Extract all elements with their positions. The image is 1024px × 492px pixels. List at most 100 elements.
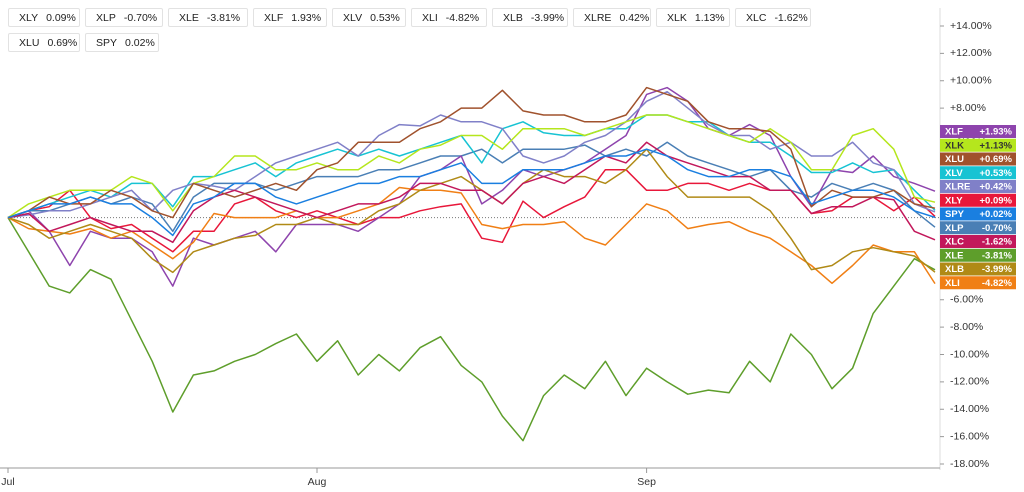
legend-item[interactable]: XLK 1.13% (656, 8, 730, 27)
legend-name: XLE (179, 11, 199, 24)
end-label-box (940, 125, 1016, 138)
series-line (7, 86, 936, 219)
series-line (7, 114, 936, 219)
y-tick-label: -6.00% (950, 294, 983, 306)
end-label: XLV +0.53% (940, 166, 1016, 180)
x-tick-label: Aug (308, 476, 327, 488)
x-tick-label: Sep (637, 476, 656, 488)
end-label-value: -1.62% (982, 237, 1013, 248)
legend-value: -4.82% (445, 11, 480, 24)
legend-value: 0.53% (370, 11, 400, 24)
legend-item[interactable]: XLV 0.53% (332, 8, 406, 27)
end-label-box (940, 221, 1016, 235)
legend-value: 0.42% (619, 11, 650, 24)
series-line (7, 86, 936, 287)
legend-item[interactable]: XLI -4.82% (411, 8, 487, 27)
legend-name: XLB (503, 11, 523, 24)
end-label-box (940, 138, 1016, 152)
legend-value: 0.02% (125, 36, 155, 49)
end-label-value: +1.13% (980, 140, 1013, 151)
legend-item[interactable]: XLB -3.99% (492, 8, 568, 27)
end-label: XLB -3.99% (940, 262, 1016, 276)
legend-value: 0.09% (46, 11, 76, 24)
end-label: XLP -0.70% (940, 221, 1016, 235)
end-label-box (940, 207, 1016, 221)
end-label-name: XLB (945, 264, 964, 275)
end-label: XLY +0.09% (940, 193, 1016, 207)
y-tick-label: +12.00% (950, 47, 992, 59)
legend-value: -1.62% (774, 11, 808, 24)
legend-value: -0.70% (123, 11, 158, 24)
y-tick-label: -14.00% (950, 403, 989, 415)
end-label-name: XLRE (945, 182, 970, 193)
series-line (7, 217, 936, 442)
legend-value: -3.99% (530, 11, 565, 24)
legend-name: XLF (264, 11, 284, 24)
legend-item[interactable]: XLU 0.69% (8, 33, 80, 52)
legend-item[interactable]: XLF 1.93% (253, 8, 327, 27)
legend-name: XLY (19, 11, 39, 24)
x-tick-label: Jul (1, 476, 14, 488)
legend-item[interactable]: XLP -0.70% (85, 8, 163, 27)
y-tick-label: -12.00% (950, 376, 989, 388)
legend-name: XLU (19, 36, 40, 49)
end-label-box (940, 166, 1016, 180)
end-label-value: -3.99% (982, 264, 1013, 275)
legend-name: XLC (746, 11, 767, 24)
end-label: XLU +0.69% (940, 152, 1016, 166)
legend-value: 1.93% (291, 11, 322, 24)
legend-value: 1.13% (694, 11, 725, 24)
end-label-name: XLC (945, 237, 964, 248)
legend-name: XLP (96, 11, 116, 24)
end-label-box (940, 152, 1016, 166)
legend-item[interactable]: XLE -3.81% (168, 8, 248, 27)
legend: XLY 0.09% XLP -0.70% XLE -3.81% XLF 1.93% XLV 0.5… (8, 8, 823, 52)
legend-name: XLI (422, 11, 438, 24)
end-label-box (940, 262, 1016, 276)
end-label-name: XLK (945, 140, 964, 151)
end-label: SPY +0.02% (940, 207, 1016, 221)
series-line (7, 148, 936, 237)
legend-item[interactable]: XLC -1.62% (735, 8, 811, 27)
y-tick-label: -16.00% (950, 430, 989, 442)
end-label: XLI -4.82% (940, 276, 1016, 290)
end-label-name: XLP (945, 223, 964, 234)
end-label-box (940, 235, 1016, 248)
end-label-value: +0.02% (980, 209, 1013, 220)
legend-name: XLK (667, 11, 687, 24)
end-label-value: +0.09% (980, 195, 1013, 206)
end-label-name: SPY (945, 209, 965, 220)
legend-name: XLV (343, 11, 363, 24)
y-tick-label: -10.00% (950, 348, 989, 360)
end-label-name: XLE (945, 250, 963, 261)
end-label: XLE -3.81% (940, 248, 1016, 262)
end-label-box (940, 193, 1016, 207)
end-label-name: XLI (945, 278, 960, 289)
end-label-value: -3.81% (982, 250, 1013, 261)
end-label-value: +0.53% (980, 168, 1013, 179)
legend-name: SPY (96, 36, 118, 49)
end-label: XLF +1.93% (940, 125, 1016, 138)
end-label-value: +0.42% (980, 182, 1013, 193)
legend-value: 0.69% (47, 36, 78, 49)
series-line (7, 141, 936, 233)
end-label-name: XLY (945, 195, 963, 206)
legend-item[interactable]: XLY 0.09% (8, 8, 80, 27)
y-tick-label: +8.00% (950, 102, 986, 114)
y-tick-label: -8.00% (950, 321, 983, 333)
series-line (7, 114, 936, 219)
y-tick-label: +14.00% (950, 20, 992, 32)
end-label: XLRE +0.42% (940, 180, 1016, 193)
legend-item[interactable]: XLRE 0.42% (573, 8, 651, 27)
end-label-name: XLV (945, 168, 963, 179)
end-label-box (940, 276, 1016, 290)
end-label-value: +1.93% (980, 127, 1013, 138)
end-label: XLK +1.13% (940, 138, 1016, 152)
legend-item[interactable]: SPY 0.02% (85, 33, 159, 52)
series-line (7, 90, 936, 219)
end-label-box (940, 248, 1016, 262)
end-label-name: XLF (945, 127, 963, 138)
series-line (7, 186, 936, 285)
y-tick-label: +10.00% (950, 75, 992, 87)
